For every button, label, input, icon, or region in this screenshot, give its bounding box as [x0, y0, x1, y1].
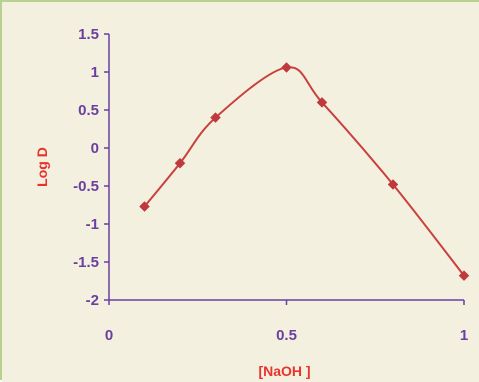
y-tick-label: -1.5	[73, 254, 99, 271]
y-tick-label: -1	[86, 216, 99, 233]
x-axis-title: [NaOH ]	[258, 363, 310, 379]
x-tick-label: 0	[105, 327, 113, 344]
data-point-marker	[210, 112, 221, 123]
series-layer	[139, 62, 470, 282]
data-point-marker	[139, 201, 150, 212]
y-tick-label: 1.5	[78, 26, 99, 43]
data-point-marker	[174, 157, 186, 169]
data-point-marker	[387, 179, 399, 190]
y-tick-label: 0	[91, 140, 99, 157]
y-tick-label: -2	[86, 292, 99, 309]
x-tick-label: 1	[460, 327, 468, 344]
tick-labels: 1.5 1 0.5 0 -0.5 -1 -1.5 -2 0 0.5 1	[73, 26, 468, 344]
y-tick-label: 0.5	[78, 102, 99, 119]
y-tick-label: -0.5	[73, 178, 99, 195]
y-tick-label: 1	[91, 64, 99, 81]
data-point-marker	[281, 62, 292, 73]
y-axis-title: Log D	[34, 147, 50, 187]
axes	[104, 33, 465, 305]
x-tick-label: 0.5	[276, 327, 297, 344]
data-point-marker	[316, 97, 328, 108]
data-point-marker	[458, 270, 470, 282]
